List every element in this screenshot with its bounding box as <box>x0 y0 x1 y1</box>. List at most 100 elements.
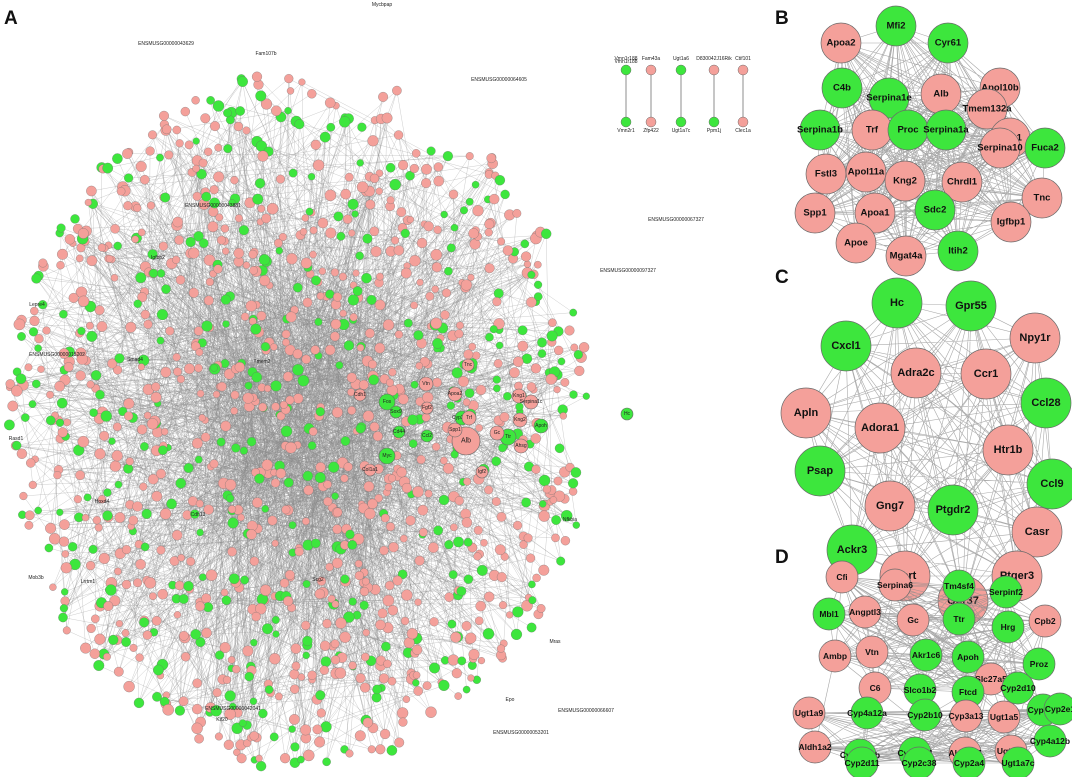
panel-a-node <box>559 412 567 420</box>
gene-label: Apoe <box>844 238 868 249</box>
panel-a-node <box>386 522 395 532</box>
panel-a-node <box>285 441 297 454</box>
panel-a-node <box>391 236 400 245</box>
panel-a-node <box>237 513 245 522</box>
panel-a-node <box>374 494 383 503</box>
panel-a-node <box>307 89 317 99</box>
panel-a-node <box>410 301 418 310</box>
panel-a-node <box>362 628 370 637</box>
panel-a-node <box>258 708 268 719</box>
panel-a-node <box>521 251 532 262</box>
panel-a-node <box>191 437 203 449</box>
panel-a-node <box>426 146 436 156</box>
panel-a-node <box>97 495 107 504</box>
gene-node <box>1001 671 1035 705</box>
panel-a-node <box>360 682 371 693</box>
panel-a-node <box>255 760 267 772</box>
panel-a-node <box>57 427 68 438</box>
panel-a-node <box>355 673 366 684</box>
panel-a-node <box>412 671 421 679</box>
gene-node <box>1021 177 1063 219</box>
panel-a-node <box>86 623 96 633</box>
panel-a-node <box>499 412 510 422</box>
panel-a-node <box>568 478 579 489</box>
panel-a-node <box>492 375 501 384</box>
panel-a-node <box>288 725 296 733</box>
pair-node <box>620 116 632 128</box>
panel-a-node <box>260 342 270 352</box>
gene-label: Cfi <box>836 572 847 582</box>
panel-a-node <box>109 460 121 472</box>
panel-a-node <box>347 198 359 210</box>
panel-a-node <box>86 380 95 389</box>
panel-a-node <box>348 597 357 606</box>
panel-a-node <box>201 627 212 639</box>
pair-node <box>708 116 720 128</box>
panel-a-node <box>242 261 251 269</box>
panel-a-node <box>340 188 351 200</box>
panel-a-node <box>242 126 251 135</box>
panel-a-gene-label: Tmem2 <box>254 359 271 365</box>
panel-a-node <box>412 679 420 687</box>
panel-a-node <box>216 235 226 245</box>
gene-label: Apoa1 <box>860 208 890 219</box>
panel-a-node <box>288 168 298 178</box>
panel-a-node <box>432 442 441 451</box>
panel-a-node <box>320 721 332 733</box>
panel-a-node <box>31 273 42 284</box>
panel-a-node <box>319 665 329 675</box>
panel-a-node <box>160 192 171 203</box>
gene-label: Serpina1e <box>866 93 911 104</box>
gene-node <box>908 698 942 732</box>
panel-a-hub-node <box>512 412 528 428</box>
panel-a-node <box>526 382 537 392</box>
panel-a-node <box>316 292 325 300</box>
panel-a-node <box>157 588 168 600</box>
panel-a-node <box>213 171 225 183</box>
gene-label: Cyp4a12a <box>847 708 887 718</box>
panel-a-node <box>250 638 258 647</box>
panel-a-node <box>498 601 508 610</box>
panel-a-node <box>122 148 133 159</box>
panel-a-node <box>29 315 40 326</box>
panel-a-node <box>233 247 245 259</box>
panel-a-node <box>526 296 537 308</box>
panel-a-node <box>355 251 364 260</box>
panel-a-node <box>367 135 379 147</box>
panel-a-node <box>378 91 389 102</box>
gene-node <box>850 696 884 730</box>
gene-label: Kng2 <box>893 176 917 187</box>
panel-a-node <box>171 529 183 541</box>
panel-a-node <box>161 428 169 436</box>
panel-a-node <box>526 553 536 563</box>
panel-a-node <box>537 349 547 358</box>
panel-a-node <box>578 342 590 353</box>
panel-a-node <box>447 654 459 666</box>
panel-a-hub-label: Ahsg <box>515 443 527 449</box>
panel-a-node <box>302 651 310 660</box>
panel-a-node <box>147 249 158 260</box>
panel-a-node <box>260 98 273 110</box>
panel-a-node <box>190 341 201 352</box>
panel-a-node <box>278 232 287 242</box>
panel-a-hub-node <box>363 463 377 477</box>
gene-node <box>1043 692 1072 726</box>
panel-a-node <box>271 402 280 411</box>
panel-a-node <box>312 724 323 735</box>
panel-a-node <box>523 260 531 268</box>
panel-a-node <box>42 326 51 335</box>
panel-a-node <box>330 639 340 649</box>
panel-a-node <box>227 517 239 529</box>
panel-a-node <box>538 474 551 487</box>
panel-a-node <box>307 670 317 680</box>
pair-bottom-label: Zfp422 <box>643 128 659 134</box>
panel-a-node <box>527 270 536 279</box>
panel-a-node <box>205 277 214 287</box>
panel-a-hub-label: Fgf2 <box>422 405 432 411</box>
gene-label: Gc <box>907 615 919 625</box>
pair-node <box>645 64 657 76</box>
gene-node <box>878 568 912 602</box>
panel-a-node <box>149 268 158 278</box>
panel-a-node <box>297 374 310 387</box>
panel-a-node <box>356 181 369 193</box>
